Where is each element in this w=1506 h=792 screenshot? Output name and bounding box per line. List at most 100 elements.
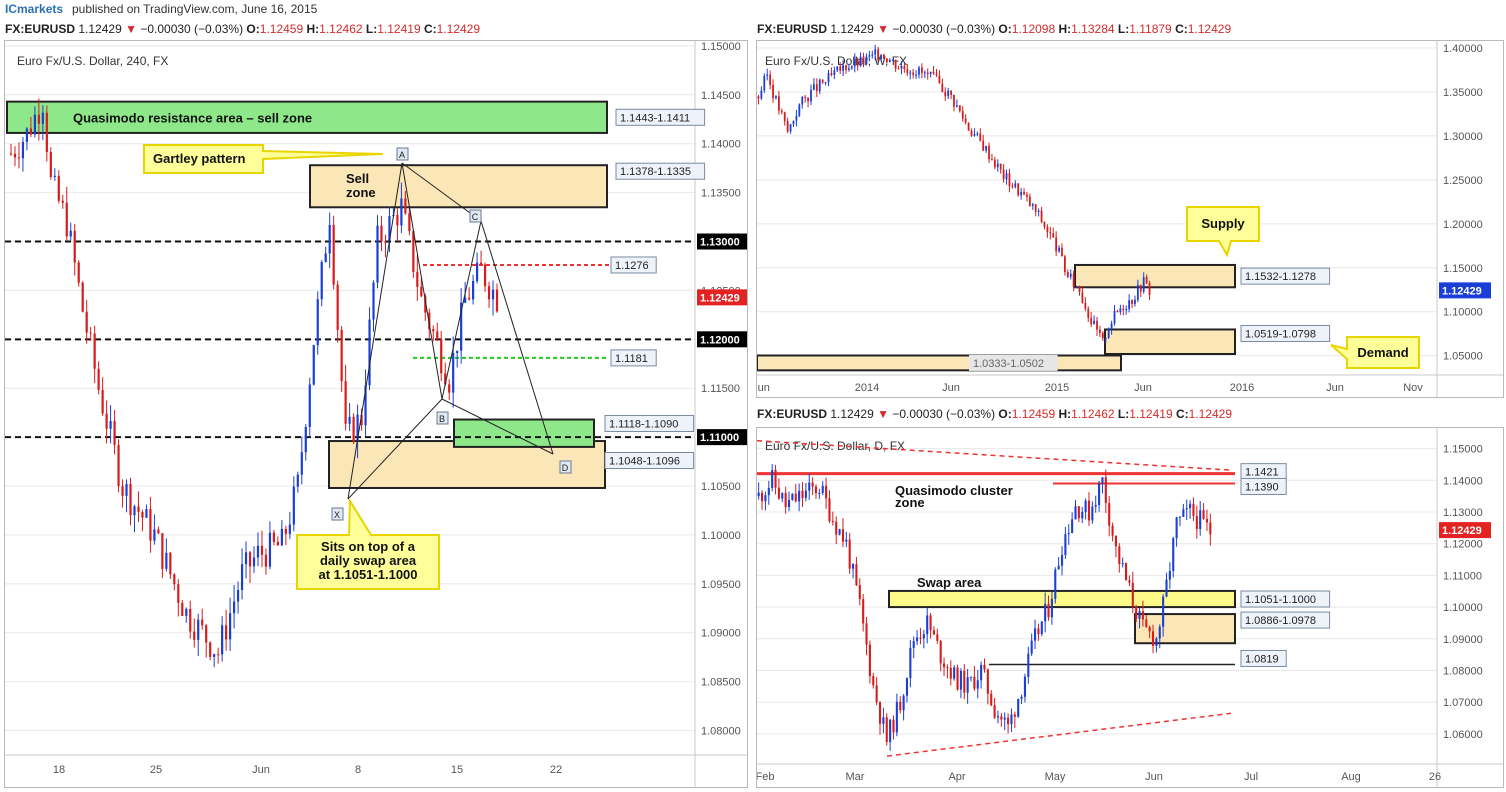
weekly-header: FX:EURUSD 1.12429 ▼ −0.00030 (−0.03%) O:…	[757, 22, 1231, 40]
price-tag-label: 1.0886-1.0978	[1245, 615, 1316, 627]
candle-body	[850, 66, 853, 69]
x-tick-label: Jun	[1326, 382, 1344, 394]
candle-body	[996, 163, 999, 168]
candle-body	[205, 625, 208, 643]
candle-body	[213, 654, 216, 657]
candle-body	[1010, 714, 1013, 725]
y-tick-label: 1.25000	[1443, 175, 1483, 187]
candle-body	[25, 128, 29, 142]
candle-body	[1195, 516, 1198, 529]
candle-body	[1155, 638, 1158, 646]
candle-body	[464, 297, 467, 303]
candle-body	[193, 631, 196, 640]
price-tag-box	[1240, 267, 1331, 285]
candle-body	[969, 676, 973, 678]
y-tick-label: 1.10000	[1443, 307, 1483, 319]
y-tick-label: 1.08500	[701, 677, 741, 689]
price-tag-label: 1.1421	[1245, 467, 1279, 479]
candle-body	[1069, 273, 1072, 277]
candle-body	[272, 532, 276, 542]
candle-body	[897, 68, 900, 70]
candle-body	[420, 286, 423, 297]
candle-body	[1209, 522, 1212, 535]
candle-body	[1061, 247, 1063, 257]
candle-body	[772, 84, 774, 99]
candle-body	[252, 557, 256, 567]
candle-body	[1205, 518, 1208, 523]
candle-body	[161, 533, 164, 569]
candle-body	[312, 345, 315, 385]
candle-body	[456, 350, 459, 354]
candle-body	[798, 104, 801, 116]
candle-body	[29, 128, 33, 135]
candle-body	[929, 615, 932, 631]
candle-body	[1114, 535, 1117, 547]
daily-price: 1.12429	[830, 407, 874, 421]
gartley-top	[401, 162, 482, 222]
candle-body	[943, 663, 946, 668]
weekly-chart[interactable]: 1.40000 1.35000 1.30000 1.25000 1.20000 1.150…	[752, 41, 1503, 415]
x-tick-label: Jul	[1244, 771, 1258, 783]
x-tick-label: 2015	[1045, 382, 1069, 394]
candle-body	[452, 353, 455, 393]
x-tick-label: 26	[1429, 771, 1441, 783]
candle-body	[760, 90, 763, 99]
candle-body	[209, 642, 212, 657]
candle-body	[1175, 517, 1178, 539]
candle-body	[946, 667, 949, 669]
candle-body	[33, 114, 36, 135]
weekly-chart-frame: 1.40000 1.35000 1.30000 1.25000 1.20000 1.150…	[752, 40, 1504, 415]
candle-body	[197, 619, 200, 640]
candle-body	[885, 58, 888, 63]
daily-chart[interactable]: 1.15000 1.14000 1.13000 1.12000 1.11000 1.100…	[756, 428, 1503, 792]
last-price-label: 1.12429	[1442, 285, 1482, 297]
candle-body	[811, 482, 814, 487]
candle-body	[1172, 538, 1175, 571]
candle-body	[885, 717, 888, 743]
x-tick-label: 2014	[855, 382, 879, 394]
candle-body	[757, 96, 760, 99]
last-price-box	[1439, 522, 1491, 539]
candle-body	[939, 640, 942, 664]
publisher-brand[interactable]: ICmarkets	[5, 2, 64, 16]
close-label: C:	[1175, 407, 1189, 421]
candle-body	[1050, 598, 1053, 618]
candle-body	[986, 669, 989, 694]
daily-demand-zone	[1134, 613, 1236, 645]
candle-body	[1122, 308, 1125, 310]
x-tick-label: Apr	[948, 771, 965, 783]
candle-body	[868, 644, 871, 677]
candle-body	[1142, 277, 1145, 292]
candle-body	[240, 564, 244, 590]
candle-body	[973, 676, 976, 689]
pattern-point-label: A	[399, 150, 405, 160]
candle-body	[336, 284, 339, 330]
candle-body	[1027, 653, 1030, 677]
candle-body	[877, 49, 880, 60]
candle-body	[201, 619, 204, 626]
candle-body	[912, 641, 915, 648]
candle-body	[875, 685, 878, 703]
candle-body	[883, 54, 885, 59]
candle-body	[810, 89, 812, 102]
last-price-box	[697, 289, 747, 306]
y-tick-label: 1.13000	[1443, 507, 1483, 519]
candle-body	[380, 225, 383, 242]
candle-body	[77, 262, 80, 283]
y-tick-label: 1.14000	[701, 139, 741, 151]
candle-body	[985, 145, 988, 151]
x-tick-label: Jun	[757, 382, 770, 394]
candle-body	[976, 680, 979, 689]
candle-body	[1046, 226, 1049, 233]
candle-body	[13, 153, 17, 158]
candle-body	[436, 331, 439, 340]
candle-body	[839, 66, 842, 71]
candle-body	[1202, 510, 1205, 519]
price-tag-label: 1.1276	[615, 260, 649, 272]
candle-body	[1054, 569, 1057, 599]
h4-chart[interactable]: 1.150001.145001.140001.135001.130001.125…	[5, 41, 747, 792]
candle-body	[1084, 302, 1087, 309]
candle-body	[964, 118, 967, 123]
candle-body	[1093, 320, 1095, 325]
low-label: L:	[365, 22, 378, 36]
